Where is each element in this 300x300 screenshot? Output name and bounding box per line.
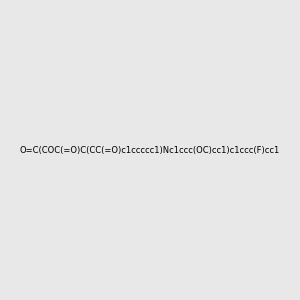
Text: O=C(COC(=O)C(CC(=O)c1ccccc1)Nc1ccc(OC)cc1)c1ccc(F)cc1: O=C(COC(=O)C(CC(=O)c1ccccc1)Nc1ccc(OC)cc… <box>20 146 280 154</box>
